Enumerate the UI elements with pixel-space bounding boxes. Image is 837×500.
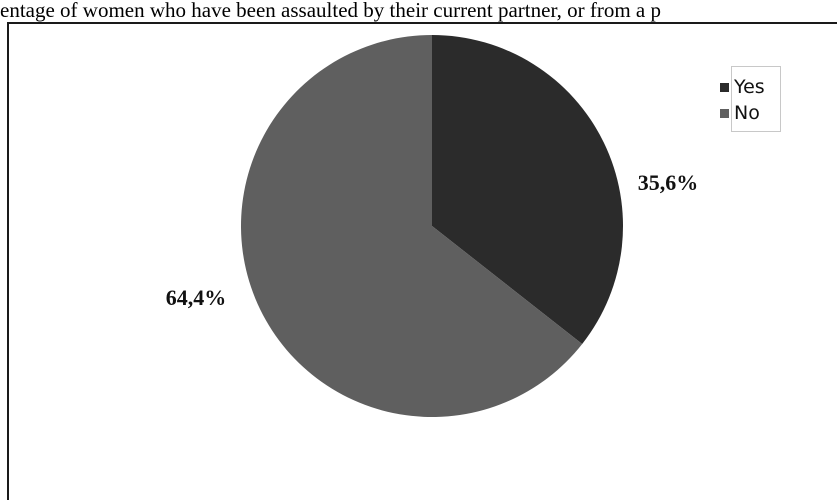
labels-layer: 35,6% 64,4% xyxy=(166,170,699,310)
legend-item-yes: Yes xyxy=(720,74,765,100)
legend-swatch-yes xyxy=(720,82,729,92)
legend: Yes No xyxy=(720,66,781,132)
data-label-no: 64,4% xyxy=(166,285,227,310)
slices-layer xyxy=(241,35,624,417)
legend-swatch-no xyxy=(720,108,729,118)
legend-item-no: No xyxy=(720,100,760,126)
chart-title: entage of women who have been assaulted … xyxy=(0,0,661,22)
legend-label-yes: Yes xyxy=(734,76,765,98)
data-label-yes: 35,6% xyxy=(638,170,699,195)
pie-slice-no xyxy=(241,35,583,417)
legend-label-no: No xyxy=(734,102,760,124)
pie-slice-yes xyxy=(432,35,624,345)
